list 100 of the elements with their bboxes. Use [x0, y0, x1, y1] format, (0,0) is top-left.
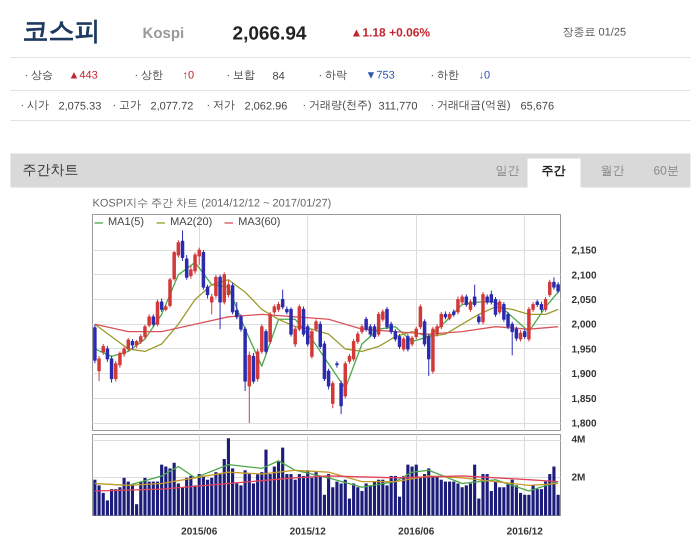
- y-tick-label: 1,800: [572, 418, 597, 430]
- candlestick: [385, 306, 389, 330]
- candlestick: [556, 282, 560, 294]
- bar: [318, 476, 322, 516]
- candlestick: [518, 330, 522, 342]
- y-tick-label: 1,950: [572, 344, 597, 356]
- candlestick: [418, 304, 422, 330]
- text: · 거래량(천주): [302, 100, 372, 112]
- candlestick: [498, 299, 502, 315]
- candlestick: [398, 334, 402, 350]
- candlestick: [280, 289, 284, 310]
- candlestick: [494, 296, 498, 318]
- text: · 하한: [430, 70, 460, 82]
- bar: [436, 476, 439, 516]
- candlestick: [552, 276, 556, 290]
- candlestick: [402, 336, 406, 352]
- text: 84: [272, 70, 285, 82]
- bar: [381, 480, 384, 516]
- bar: [256, 474, 260, 516]
- bar: [264, 450, 268, 516]
- candlestick: [372, 324, 376, 340]
- text: 코스피: [22, 16, 100, 46]
- bar: [444, 482, 448, 516]
- candlestick: [485, 294, 489, 305]
- text: ↓0: [478, 70, 490, 82]
- candlestick: [156, 299, 160, 327]
- bar: [372, 482, 376, 516]
- y-tick-label: 2,000: [572, 320, 597, 331]
- text: 311,770: [378, 100, 418, 112]
- candlestick: [456, 296, 460, 315]
- bar: [506, 483, 510, 516]
- bar: [248, 474, 251, 516]
- candlestick: [376, 311, 380, 338]
- text: 2,062.96: [244, 100, 288, 112]
- text: ▲1.18 +0.06%: [350, 26, 430, 40]
- text: 2,077.72: [150, 100, 194, 112]
- legend-label: MA3(60): [238, 216, 280, 228]
- bar: [93, 480, 96, 516]
- text: ▼753: [366, 70, 395, 82]
- candlestick: [272, 304, 276, 315]
- bar: [427, 468, 430, 516]
- bar: [448, 482, 452, 516]
- legend-label: MA2(20): [170, 216, 212, 228]
- text: · 시가: [20, 100, 50, 112]
- y-tick-label: 2,050: [572, 295, 597, 306]
- candlestick: [468, 299, 472, 312]
- candlestick: [152, 314, 156, 328]
- bar: [494, 482, 498, 516]
- bar: [368, 485, 372, 516]
- candlestick: [514, 326, 518, 342]
- bar: [390, 476, 393, 516]
- bar: [452, 482, 456, 516]
- x-tick-label: 2015/06: [181, 526, 218, 538]
- bar: [152, 482, 155, 516]
- bar: [130, 485, 134, 516]
- candlestick: [331, 380, 335, 409]
- bar: [510, 480, 514, 516]
- candlestick: [472, 284, 476, 308]
- candlestick: [160, 298, 164, 312]
- bar: [460, 487, 464, 516]
- bar: [281, 448, 284, 516]
- text: · 거래대금(억원): [430, 100, 511, 112]
- y-tick-label: 1,850: [572, 394, 597, 405]
- y-tick-label: 2,150: [572, 246, 597, 257]
- text: · 보합: [226, 70, 256, 82]
- y-tick-label: 4M: [572, 434, 586, 446]
- bar: [202, 476, 205, 516]
- candlestick: [339, 380, 343, 415]
- bar: [185, 478, 188, 516]
- candlestick: [210, 293, 214, 315]
- bar: [536, 489, 539, 516]
- candlestick: [130, 338, 134, 350]
- bar: [302, 476, 306, 516]
- text: · 저가: [206, 100, 236, 112]
- x-tick-label: 2016/06: [398, 526, 435, 538]
- bar: [502, 487, 506, 516]
- bar: [214, 472, 218, 516]
- x-tick-label: 2016/12: [506, 526, 544, 538]
- bar: [327, 474, 330, 516]
- line-series: [94, 470, 559, 486]
- candlestick: [406, 334, 410, 352]
- text: 60분: [654, 164, 679, 178]
- text: Kospi: [142, 25, 184, 42]
- bar: [456, 483, 460, 516]
- candlestick: [360, 324, 364, 335]
- text: 주간: [542, 164, 566, 178]
- candlestick: [143, 324, 147, 340]
- text: 2,075.33: [58, 100, 102, 112]
- text: 일간: [496, 164, 520, 178]
- candlestick: [540, 300, 544, 312]
- bar: [364, 483, 368, 516]
- candlestick: [264, 328, 268, 354]
- text: · 상승: [24, 70, 54, 82]
- bar: [226, 438, 230, 516]
- legend-label: MA1(5): [108, 216, 144, 228]
- text: 65,676: [520, 100, 554, 112]
- candlestick: [522, 328, 526, 340]
- candlestick: [364, 316, 368, 332]
- chart-title: KOSPI지수 주간 차트 (2014/12/12 ~ 2017/01/27): [92, 198, 332, 210]
- bar: [110, 489, 114, 516]
